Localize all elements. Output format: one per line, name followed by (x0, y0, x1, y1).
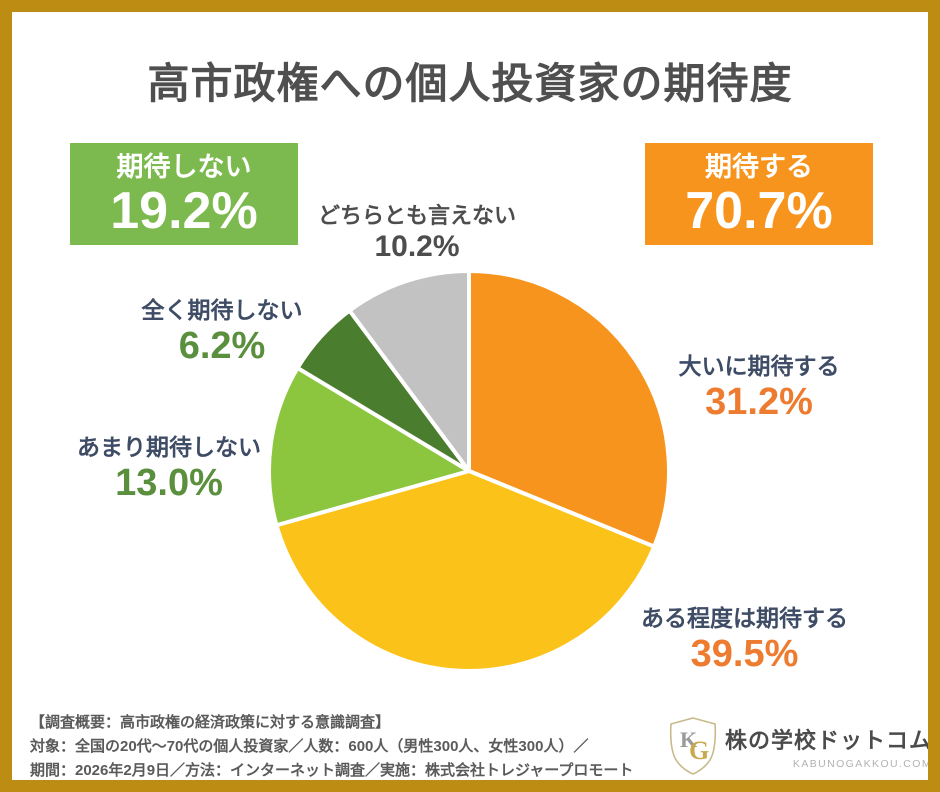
survey-summary: 【調査概要：高市政権の経済政策に対する意識調査】 対象：全国の20代〜70代の個… (30, 711, 650, 780)
logo-domain: KABUNOGAKKOU.COM (792, 757, 933, 770)
badge-negative-value: 19.2% (110, 182, 258, 240)
callout-label: どちらとも言えない (317, 203, 516, 228)
callout-value: 13.0% (115, 462, 223, 504)
callout-dochiratomo-ienai: どちらとも言えない 10.2% (297, 202, 537, 264)
survey-summary-line1: 【調査概要：高市政権の経済政策に対する意識調査】 (30, 714, 391, 731)
page-title: 高市政権への個人投資家の期待度 (147, 60, 793, 107)
summary-badge-positive: 期待する 70.7% (645, 143, 873, 245)
survey-summary-line3: 期間：2026年2月9日／方法：インターネット調査／実施：株式会社トレジャープロ… (30, 762, 634, 779)
pie-slice-amari-kitai-shinai (267, 365, 471, 528)
logo-text: 株の学校ドットコム KABUNOGAKKOU.COM (725, 723, 933, 770)
callout-label: 大いに期待する (678, 353, 840, 379)
company-logo: K G 株の学校ドットコム KABUNOGAKKOU.COM (667, 716, 928, 776)
monogram-k: K (680, 727, 697, 752)
kg-shield-icon: K G (669, 717, 717, 775)
callout-label: ある程度は期待する (641, 605, 848, 631)
monogram-g: G (689, 736, 709, 765)
summary-badge-negative: 期待しない 19.2% (70, 143, 298, 245)
callout-value: 39.5% (690, 633, 799, 675)
survey-summary-line2: 対象：全国の20代〜70代の個人投資家／人数：600人（男性300人、女性300… (30, 738, 589, 755)
callout-label: 全く期待しない (141, 297, 303, 323)
callout-label: あまり期待しない (77, 434, 261, 460)
badge-positive-value: 70.7% (685, 182, 833, 240)
pie-slice-ooini-kitai-suru (467, 269, 671, 549)
callout-aruteido-kitai-suru: ある程度は期待する 39.5% (617, 604, 872, 676)
callout-amari-kitai-shinai: あまり期待しない 13.0% (59, 433, 279, 505)
pie-slice-dochiratomo-ienai (347, 269, 471, 473)
callout-value: 6.2% (178, 325, 266, 367)
badge-positive-label: 期待する (705, 152, 813, 182)
pie-slice-aruteido-kitai-suru (274, 469, 657, 673)
callout-value: 31.2% (705, 381, 813, 423)
callout-ooini-kitai-suru: 大いに期待する 31.2% (649, 352, 869, 424)
callout-mattaku-kitai-shinai: 全く期待しない 6.2% (112, 296, 332, 368)
pie-chart (267, 269, 671, 673)
badge-negative-label: 期待しない (116, 152, 252, 182)
callout-value: 10.2% (374, 230, 460, 263)
logo-name: 株の学校ドットコム (725, 727, 933, 753)
